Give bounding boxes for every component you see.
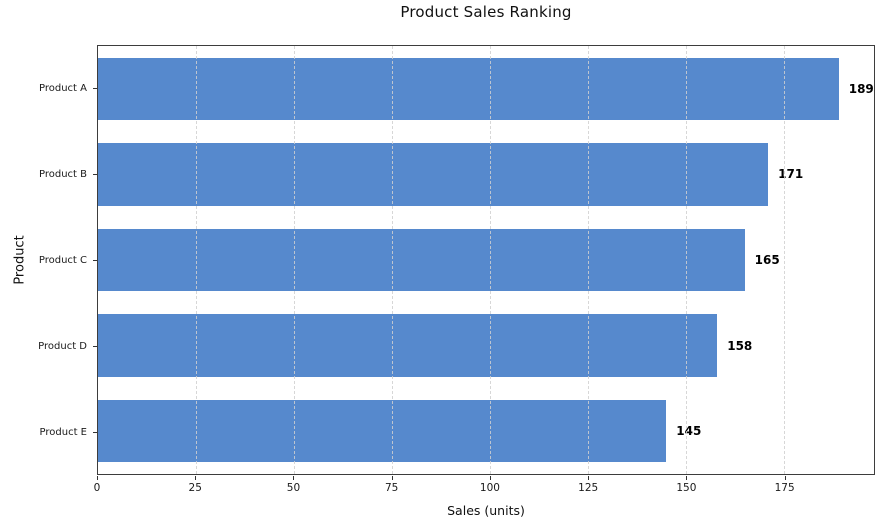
- y-tick-mark: [93, 87, 97, 89]
- x-tick-mark: [195, 476, 197, 480]
- y-axis-ticks: Product A Product B Product C Product D Prod…: [0, 45, 97, 475]
- y-tick: Product B: [0, 131, 97, 217]
- x-axis-label: Sales (units): [447, 503, 525, 518]
- bar-row: 189: [98, 46, 874, 132]
- y-tick-mark: [93, 345, 97, 347]
- x-tick-mark: [391, 476, 393, 480]
- x-tick-label: 150: [676, 482, 697, 494]
- bar-row: 145: [98, 388, 874, 474]
- x-tick-label: 100: [479, 482, 500, 494]
- x-tick-label: 75: [385, 482, 399, 494]
- bar-product-a: [98, 57, 839, 121]
- x-tick-label: 125: [578, 482, 599, 494]
- y-tick: Product A: [0, 45, 97, 131]
- y-tick: Product E: [0, 389, 97, 475]
- bar-product-c: [98, 228, 745, 292]
- x-tick-mark: [686, 476, 688, 480]
- x-tick-mark: [293, 476, 295, 480]
- bar-value-label: 165: [754, 252, 780, 267]
- y-tick-mark: [93, 259, 97, 261]
- bar-row: 171: [98, 132, 874, 218]
- y-tick: Product D: [0, 303, 97, 389]
- y-tick-mark: [93, 431, 97, 433]
- x-tick-mark: [97, 476, 98, 480]
- bars-container: 189 171 165 158 145: [98, 46, 874, 474]
- x-tick-label: 175: [774, 482, 795, 494]
- y-tick-label: Product A: [39, 82, 87, 94]
- bar-value-label: 189: [848, 81, 874, 96]
- y-tick-mark: [93, 173, 97, 175]
- bar-product-e: [98, 399, 667, 463]
- x-tick-mark: [588, 476, 590, 480]
- y-tick: Product C: [0, 217, 97, 303]
- bar-value-label: 145: [676, 424, 702, 439]
- bar-row: 158: [98, 303, 874, 389]
- bar-value-label: 158: [727, 338, 753, 353]
- bar-value-label: 171: [778, 167, 804, 182]
- bar-row: 165: [98, 217, 874, 303]
- y-tick-label: Product D: [38, 340, 87, 352]
- x-tick-label: 50: [286, 482, 301, 494]
- y-axis-label: Product: [12, 235, 28, 285]
- bar-product-b: [98, 143, 769, 206]
- x-tick-label: 25: [188, 482, 202, 494]
- plot-area: 189 171 165 158 145: [97, 45, 875, 475]
- x-tick-mark: [784, 476, 786, 480]
- y-tick-label: Product B: [38, 168, 87, 180]
- y-tick-label: Product E: [39, 426, 87, 438]
- x-axis-ticks: 0 25 50 75 100 125 150 175: [93, 476, 875, 498]
- x-tick-mark: [489, 476, 491, 480]
- bar-product-d: [98, 314, 718, 377]
- x-tick-label: 0: [93, 482, 101, 494]
- y-tick-label: Product C: [38, 254, 87, 266]
- chart-title: Product Sales Ranking: [400, 3, 572, 21]
